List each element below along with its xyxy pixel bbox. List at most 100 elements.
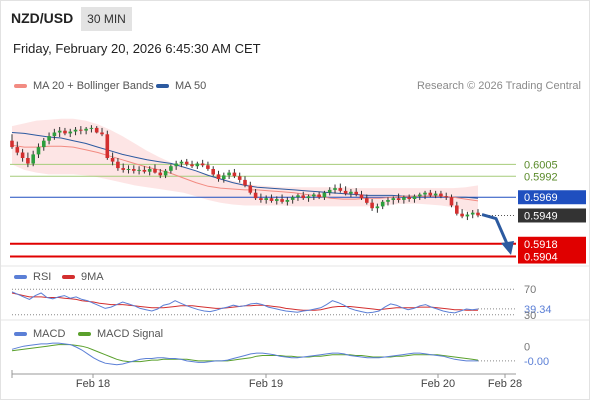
candle-body: [359, 194, 364, 199]
candle-body: [179, 161, 184, 164]
candle-body: [227, 172, 231, 176]
forecast-arrow-shaft: [481, 213, 510, 247]
candle-body: [237, 176, 242, 180]
rsi-line: [11, 291, 479, 314]
rsi-legend-label: RSI: [33, 271, 52, 283]
candle-body: [269, 198, 274, 201]
candle-body: [290, 197, 295, 200]
candle-body: [169, 166, 173, 171]
level-label-0.5992: 0.5992: [524, 171, 558, 183]
rsi-ma-legend-swatch: [62, 275, 75, 279]
candle-body: [200, 163, 205, 166]
candle-body: [84, 128, 88, 131]
candle-body: [222, 175, 226, 179]
candle-body: [428, 192, 433, 196]
candle-body: [147, 169, 152, 172]
candle-body: [232, 172, 237, 177]
candle-body: [418, 194, 422, 197]
candle-body: [444, 196, 448, 198]
candle-body: [36, 147, 41, 155]
candle-body: [10, 140, 14, 148]
rsi-label-39.34: 39.34: [524, 304, 552, 316]
candle-body: [465, 214, 470, 217]
macd-label-current: -0.00: [524, 356, 549, 368]
level-label-0.6005: 0.6005: [524, 159, 558, 171]
candle-body: [412, 196, 417, 199]
candle-body: [391, 198, 396, 200]
candle-body: [42, 140, 46, 148]
candle-body: [137, 169, 141, 171]
level-tag-0.5969: [518, 190, 586, 205]
rsi-ma-legend-label: 9MA: [81, 271, 104, 283]
candle-body: [423, 192, 427, 195]
candle-body: [163, 170, 168, 176]
rsi-label-30: 30: [524, 310, 536, 322]
candle-body: [338, 188, 343, 191]
candle-body: [94, 127, 99, 133]
candle-body: [301, 195, 305, 199]
candle-body: [57, 130, 62, 133]
candle-body: [52, 132, 57, 137]
candle-body: [396, 198, 401, 200]
candle-body: [380, 201, 385, 207]
bollinger-band: [12, 118, 478, 215]
rsi-ma-line: [11, 292, 478, 311]
ma20-legend-label: MA 20 + Bollinger Bands: [33, 80, 154, 92]
candle-body: [243, 179, 247, 186]
candle-body: [142, 169, 147, 172]
candle-body: [216, 174, 221, 179]
rsi-label-70: 70: [524, 284, 536, 296]
candle-body: [455, 205, 459, 214]
x-tick-label-Feb-18: Feb 18: [76, 378, 110, 390]
candle-body: [206, 165, 210, 169]
candle-body: [296, 195, 300, 198]
candle-body: [100, 132, 104, 135]
candle-body: [110, 158, 115, 162]
level-label-0.5904: 0.5904: [524, 252, 558, 264]
macd-line: [11, 342, 478, 366]
candle-body: [158, 172, 163, 176]
x-tick-label-Feb-28: Feb 28: [488, 378, 522, 390]
candle-body: [317, 194, 321, 198]
candle-body: [190, 164, 194, 167]
candle-body: [354, 191, 358, 195]
ma20-line: [11, 144, 479, 202]
timeframe-badge[interactable]: 30 MIN: [81, 7, 132, 31]
forecast-arrow-head: [501, 240, 514, 255]
macd-legend-label: MACD: [33, 328, 66, 340]
macd-signal-line: [11, 344, 479, 363]
candle-body: [439, 193, 443, 197]
candle-body: [365, 198, 369, 203]
candle-body: [31, 154, 35, 164]
candle-body: [333, 188, 337, 190]
level-label-0.5949: 0.5949: [524, 210, 558, 222]
candle-body: [402, 197, 406, 200]
candle-body: [449, 197, 454, 206]
macd-legend-swatch: [14, 332, 27, 336]
candle-body: [476, 212, 480, 216]
candle-body: [386, 200, 390, 202]
macd-signal-legend-swatch: [78, 332, 91, 336]
candle-body: [275, 199, 279, 201]
candle-body: [63, 130, 67, 134]
candle-body: [349, 191, 353, 194]
candle-body: [248, 185, 253, 193]
candle-body: [126, 169, 131, 170]
candle-body: [470, 212, 475, 215]
rsi-legend-swatch: [14, 275, 27, 279]
candle-body: [20, 152, 25, 158]
candle-body: [264, 198, 268, 200]
candle-body: [343, 190, 348, 194]
candle-body: [47, 136, 51, 141]
candle-body: [253, 192, 258, 199]
candle-body: [312, 194, 316, 197]
candle-body: [73, 129, 78, 132]
candle-body: [375, 206, 380, 209]
symbol-title: NZD/USD: [11, 10, 74, 26]
candle-body: [322, 192, 327, 198]
candle-body: [259, 198, 263, 200]
candle-body: [327, 189, 332, 193]
candle-body: [26, 158, 30, 164]
ma20-legend-swatch: [14, 84, 27, 88]
ma50-legend-swatch: [156, 84, 169, 88]
